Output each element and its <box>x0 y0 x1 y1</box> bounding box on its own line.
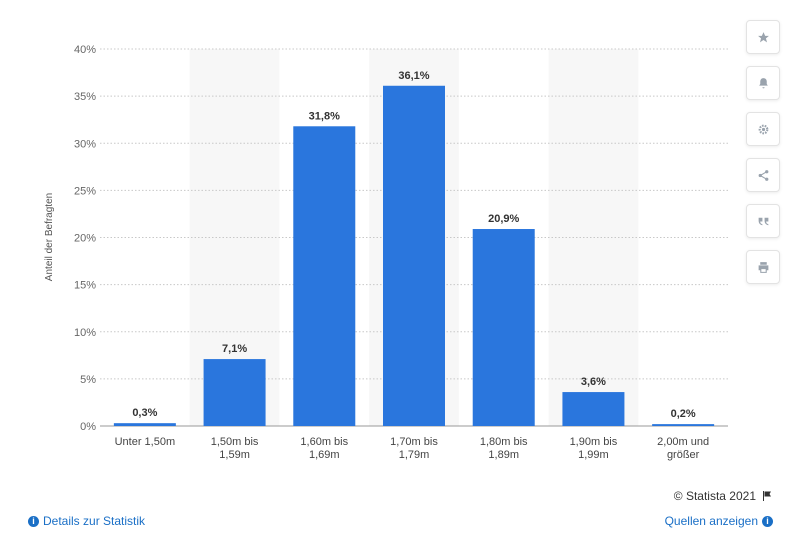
print-icon[interactable] <box>746 250 780 284</box>
data-label: 3,6% <box>581 376 606 388</box>
x-tick-label: 2,00m und <box>657 436 709 448</box>
data-labels: 0,3% 7,1% 31,8% 36,1% 20,9% 3,6% 0,2% <box>132 70 696 420</box>
x-tick-label: größer <box>667 449 700 461</box>
flag-icon <box>763 491 771 501</box>
bar-chart: 0% 5% 10% 15% 20% 25% 30% 35% 40% 0,3% 7,1% 31,8% 3… <box>44 44 728 461</box>
bell-icon[interactable] <box>746 66 780 100</box>
bars <box>113 85 715 426</box>
credit-text: © Statista 2021 <box>673 489 756 503</box>
bar[interactable] <box>203 359 266 426</box>
quote-icon[interactable] <box>746 204 780 238</box>
y-tick-label: 40% <box>74 44 96 56</box>
y-tick-label: 30% <box>74 138 96 150</box>
y-tick-label: 15% <box>74 280 96 292</box>
y-tick-label: 25% <box>74 185 96 197</box>
y-tick-label: 20% <box>74 233 96 245</box>
bar[interactable] <box>562 392 625 426</box>
info-icon: i <box>28 515 39 527</box>
y-axis-title: Anteil der Befragten <box>44 193 55 281</box>
x-tick-label: Unter 1,50m <box>115 436 176 448</box>
sources-link[interactable]: Quellen anzeigen i <box>665 514 773 528</box>
x-tick-label: 1,50m bis <box>211 436 259 448</box>
star-icon[interactable] <box>746 20 780 54</box>
x-tick-label: 1,90m bis <box>570 436 618 448</box>
y-tick-label: 5% <box>80 374 96 386</box>
x-tick-label: 1,59m <box>219 449 250 461</box>
y-tick-label: 35% <box>74 91 96 103</box>
data-label: 36,1% <box>398 70 429 82</box>
share-icon[interactable] <box>746 158 780 192</box>
x-tick-label: 1,80m bis <box>480 436 528 448</box>
data-label: 31,8% <box>309 110 340 122</box>
x-tick-label: 1,70m bis <box>390 436 438 448</box>
toolbar <box>746 20 780 296</box>
x-tick-label: 1,89m <box>488 449 519 461</box>
gear-icon[interactable] <box>746 112 780 146</box>
data-label: 0,2% <box>671 408 696 420</box>
bar[interactable] <box>383 85 445 426</box>
y-tick-label: 10% <box>74 327 96 339</box>
x-tick-label: 1,69m <box>309 449 340 461</box>
details-link-label: Details zur Statistik <box>43 514 146 528</box>
y-axis-ticks: 0% 5% 10% 15% 20% 25% 30% 35% 40% <box>74 44 96 433</box>
data-label: 20,9% <box>488 213 519 225</box>
x-tick-label: 1,60m bis <box>300 436 348 448</box>
band <box>548 49 639 426</box>
bar[interactable] <box>472 229 535 426</box>
bar[interactable] <box>293 126 356 426</box>
info-icon: i <box>762 515 773 527</box>
data-label: 7,1% <box>222 343 247 355</box>
sources-link-label: Quellen anzeigen <box>664 514 758 528</box>
bar[interactable] <box>113 423 176 426</box>
x-tick-label: 1,99m <box>578 449 609 461</box>
copyright-credit[interactable]: © Statista 2021 <box>674 489 773 503</box>
details-link[interactable]: i Details zur Statistik <box>28 514 145 528</box>
x-tick-label: 1,79m <box>399 449 430 461</box>
y-tick-label: 0% <box>80 421 96 433</box>
data-label: 0,3% <box>132 407 157 419</box>
bar[interactable] <box>652 424 715 426</box>
